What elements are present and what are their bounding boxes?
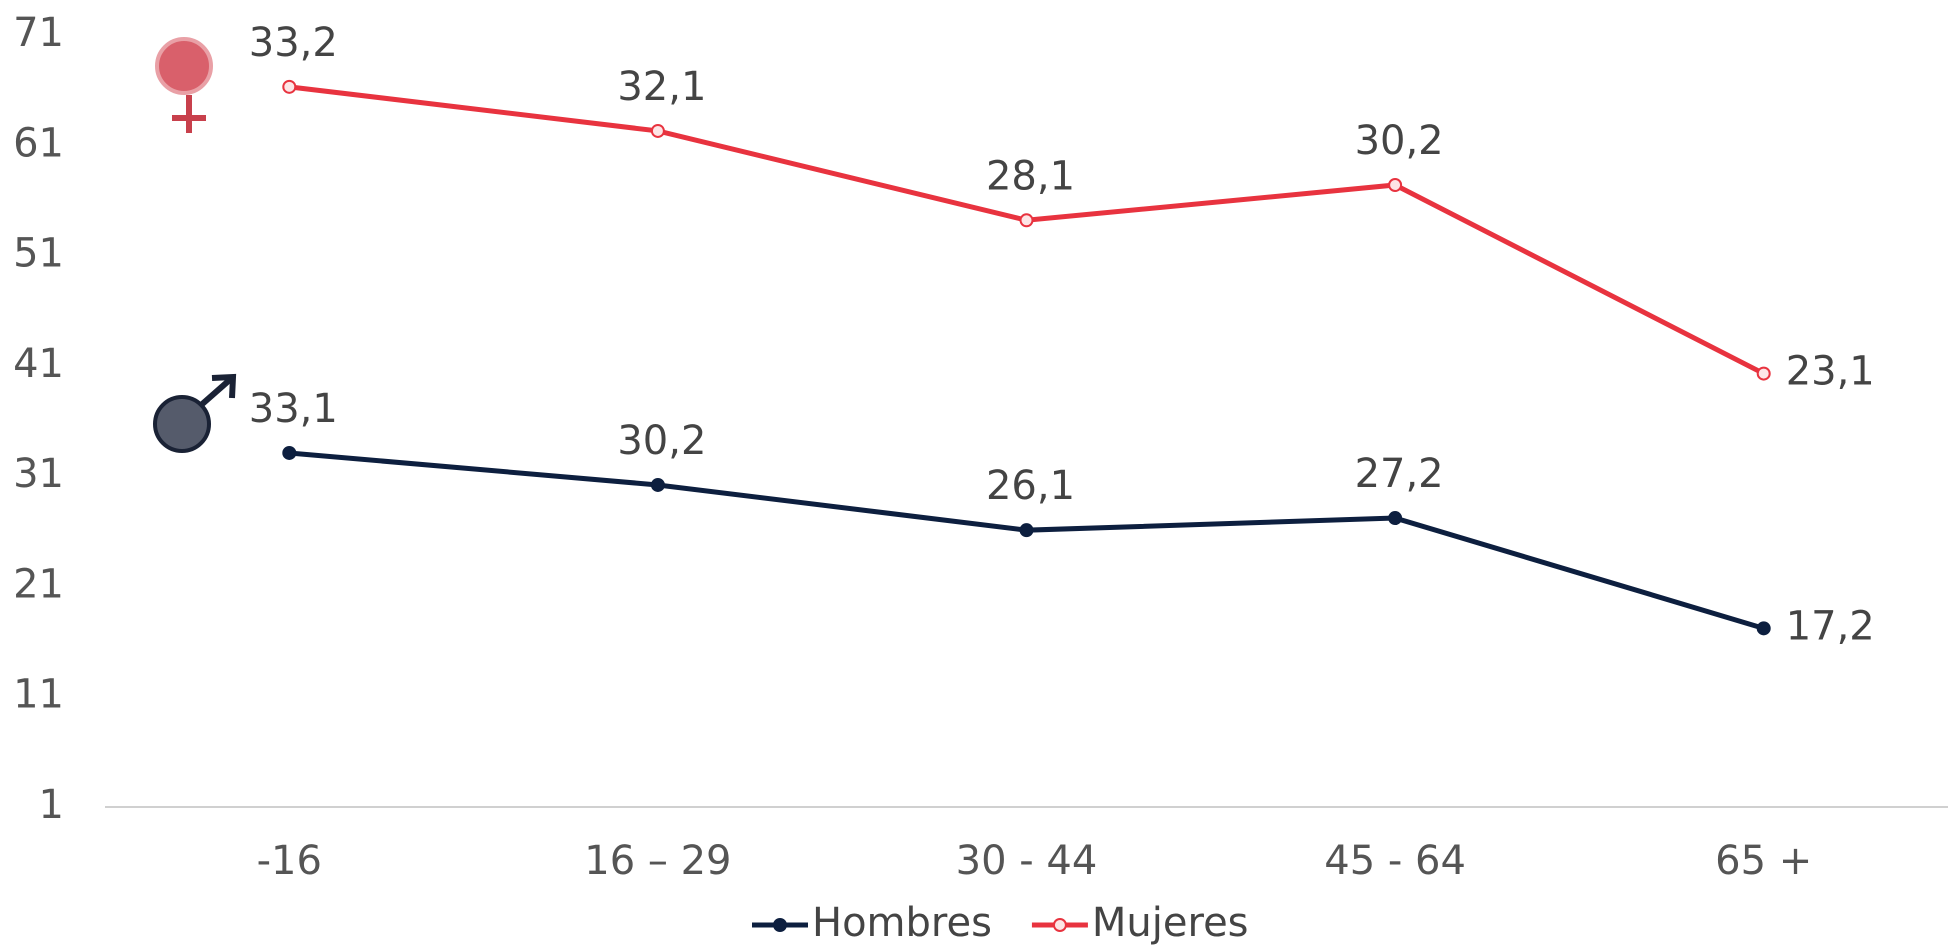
- data-label: 26,1: [986, 463, 1075, 509]
- legend-label: Hombres: [812, 900, 992, 945]
- marker: [650, 477, 665, 492]
- x-tick-label: 45 - 64: [1324, 838, 1466, 884]
- y-tick-label: 51: [13, 231, 64, 277]
- y-tick-label: 71: [13, 10, 64, 56]
- y-tick-label: 21: [13, 561, 64, 607]
- female-icon: [155, 37, 213, 133]
- y-tick-label: 1: [39, 782, 64, 828]
- data-label: 30,2: [617, 418, 706, 464]
- data-label: 33,2: [249, 20, 338, 66]
- x-tick-label: -16: [257, 838, 322, 884]
- marker: [282, 79, 297, 94]
- line: [289, 84, 1765, 376]
- x-tick-label: 30 - 44: [956, 838, 1098, 884]
- marker: [1019, 523, 1034, 538]
- data-label: 28,1: [986, 153, 1075, 199]
- y-tick-label: 61: [13, 120, 64, 166]
- marker: [1756, 621, 1771, 636]
- legend-marker: [1052, 918, 1067, 932]
- marker: [650, 123, 665, 138]
- y-tick-label: 11: [13, 672, 64, 718]
- data-label: 33,1: [249, 386, 338, 432]
- marker: [1388, 511, 1403, 526]
- x-tick-label: 16 – 29: [584, 838, 731, 884]
- legend-label: Mujeres: [1092, 900, 1249, 945]
- data-label: 32,1: [617, 64, 706, 110]
- y-tick-label: 41: [13, 341, 64, 387]
- data-label: 30,2: [1355, 118, 1444, 164]
- marker: [1756, 366, 1771, 381]
- data-label: 27,2: [1355, 451, 1444, 497]
- data-label: 23,1: [1786, 349, 1875, 395]
- marker: [1388, 177, 1403, 192]
- y-tick-label: 31: [13, 451, 64, 497]
- data-label: 17,2: [1786, 603, 1875, 649]
- legend-marker: [773, 918, 787, 932]
- marker: [282, 445, 297, 460]
- x-tick-label: 65 +: [1715, 838, 1812, 884]
- marker: [1019, 213, 1034, 228]
- male-icon: [153, 373, 237, 453]
